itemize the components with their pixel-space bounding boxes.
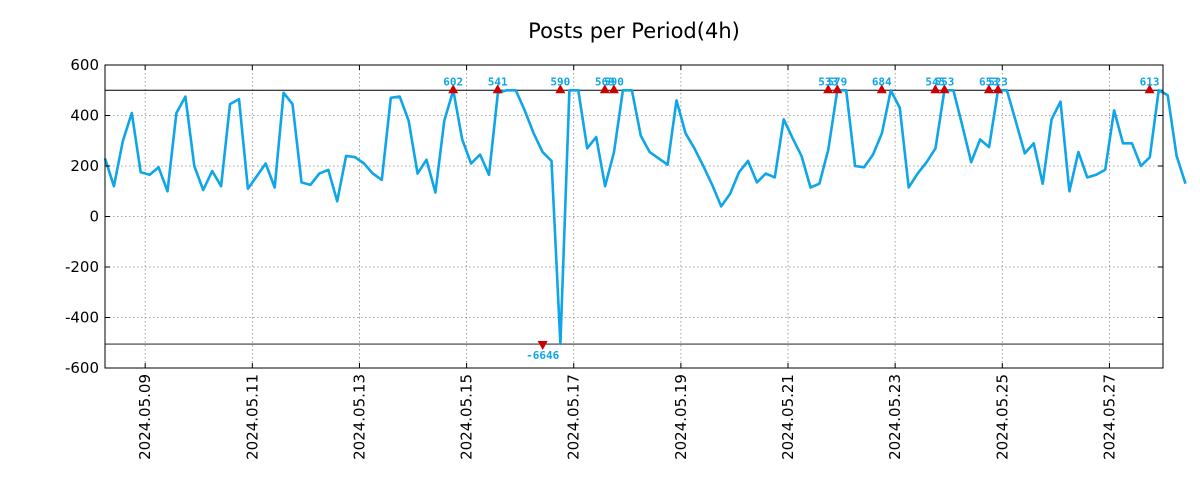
peak-marker — [876, 84, 887, 94]
y-axis: 600 400 200 0 -200 -400 -600 — [65, 56, 1163, 377]
x-tick-label: 2024.05.09 — [136, 374, 154, 460]
peak-marker — [608, 84, 619, 94]
peak-label: 602 — [443, 75, 463, 88]
y-tick-label: 400 — [70, 107, 99, 125]
peak-label: 590 — [604, 75, 624, 88]
peak-marker — [939, 84, 950, 94]
peak-label: -6646 — [526, 349, 559, 362]
x-tick-label: 2024.05.15 — [458, 374, 476, 460]
peak-marker — [823, 84, 834, 94]
x-tick-label: 2024.05.17 — [565, 374, 583, 460]
x-tick-label: 2024.05.19 — [672, 374, 690, 460]
threshold-lines — [105, 89, 1163, 345]
peak-marker — [555, 84, 566, 94]
peak-marker — [1144, 84, 1155, 94]
y-tick-label: 0 — [89, 208, 99, 226]
y-tick-label: -400 — [65, 309, 99, 327]
peak-label: 553 — [934, 75, 954, 88]
x-tick-label: 2024.05.25 — [993, 374, 1011, 460]
y-tick-label: -600 — [65, 359, 99, 377]
peak-label: 545 — [925, 75, 945, 88]
y-tick-label: 600 — [70, 56, 99, 74]
peak-label: 613 — [1140, 75, 1160, 88]
x-tick-label: 2024.05.23 — [886, 374, 904, 460]
series-layer — [103, 89, 1187, 346]
peak-label: 684 — [872, 75, 892, 88]
x-tick-label: 2024.05.13 — [350, 374, 368, 460]
y-tick-label: 200 — [70, 157, 99, 175]
peak-marker — [930, 84, 941, 94]
peak-label: 569 — [595, 75, 615, 88]
peak-marker — [599, 84, 610, 94]
x-tick-label: 2024.05.27 — [1100, 374, 1118, 460]
grid-lines — [105, 64, 1163, 369]
peak-label: 533 — [818, 75, 838, 88]
peak-marker — [492, 84, 503, 94]
peak-label: 541 — [488, 75, 508, 88]
peak-marker — [983, 84, 994, 94]
series-line — [103, 89, 1187, 346]
peak-marker — [448, 84, 459, 94]
peak-label: 653 — [979, 75, 999, 88]
peak-marker — [537, 341, 548, 351]
peak-label: 523 — [988, 75, 1008, 88]
peak-label: 590 — [550, 75, 570, 88]
x-axis: 2024.05.09 2024.05.11 2024.05.13 2024.05.15… — [136, 65, 1118, 460]
peak-label: 579 — [827, 75, 847, 88]
y-tick-label: -200 — [65, 258, 99, 276]
x-tick-label: 2024.05.21 — [779, 374, 797, 460]
x-tick-label: 2024.05.11 — [243, 374, 261, 460]
peak-marker — [832, 84, 843, 94]
peak-marker — [993, 84, 1004, 94]
chart-title: Posts per Period(4h) — [528, 19, 740, 43]
